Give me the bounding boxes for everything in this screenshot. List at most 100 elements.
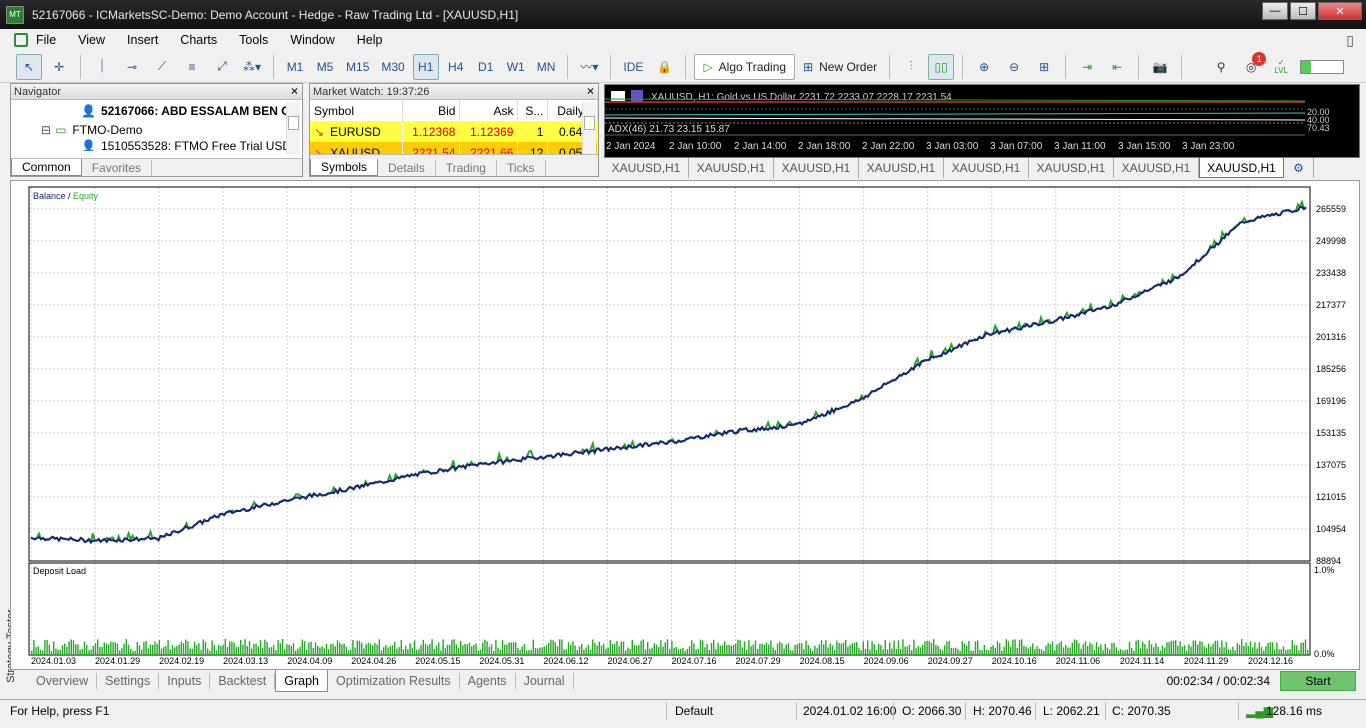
chart-tab[interactable]: XAUUSD,H1 — [859, 158, 944, 178]
screenshot-icon[interactable]: 📷 — [1152, 59, 1168, 74]
chart-shift-icon[interactable]: ⇤ — [1112, 59, 1123, 74]
start-button[interactable]: Start — [1280, 671, 1356, 691]
nav-tab-favorites[interactable]: Favorites — [82, 160, 153, 176]
menu-file[interactable]: File — [36, 33, 57, 47]
nav-account-item[interactable]: 👤 52167066: ABD ESSALAM BEN O — [81, 103, 291, 118]
navigator-close-icon[interactable]: × — [290, 84, 298, 98]
chart-settings-icon[interactable]: ⚙ — [1284, 158, 1314, 178]
market-watch-close-icon[interactable]: × — [586, 84, 594, 98]
deposit-bar — [512, 642, 515, 655]
close-button[interactable]: ✕ — [1318, 2, 1362, 20]
menu-charts[interactable]: Charts — [180, 33, 218, 47]
nav-ftmo-account-item[interactable]: 👤 1510553528: FTMO Free Trial USD — [81, 139, 292, 151]
mw-tab-symbols[interactable]: Symbols — [310, 159, 379, 176]
deposit-bar — [224, 639, 226, 655]
deposit-bar — [1159, 650, 1161, 655]
tf-mn[interactable]: MN — [536, 59, 556, 74]
chart-tab[interactable]: XAUUSD,H1 — [774, 158, 859, 178]
tf-m15[interactable]: M15 — [346, 59, 370, 74]
tf-d1[interactable]: D1 — [478, 59, 494, 74]
nav-server-item[interactable]: ⊟ ▭ FTMO-Demo — [41, 122, 143, 137]
connection-icon[interactable]: ▂▄▆ — [1246, 704, 1273, 718]
time-label: 2 Jan 18:00 — [798, 141, 851, 152]
col-symbol[interactable]: Symbol — [310, 100, 403, 121]
tf-m5[interactable]: M5 — [316, 59, 334, 74]
deposit-bar — [1102, 650, 1104, 655]
indicators-icon[interactable]: 〰▾ — [580, 60, 599, 74]
tf-m30[interactable]: M30 — [381, 59, 405, 74]
table-row[interactable]: ↘ EURUSD 1.12368 1.12369 1 0.64% — [310, 121, 598, 142]
chart-tab[interactable]: XAUUSD,H1 — [689, 158, 774, 178]
menu-view[interactable]: View — [78, 33, 106, 47]
tab-journal[interactable]: Journal — [516, 673, 574, 689]
deposit-plot-frame — [28, 562, 1311, 656]
vertical-line-icon[interactable]: ⏐ — [98, 59, 106, 73]
autoscroll-icon[interactable]: ⇥ — [1082, 59, 1093, 74]
tab-optimization-results[interactable]: Optimization Results — [328, 673, 460, 689]
menu-restore-icon[interactable]: ▯ — [1346, 31, 1354, 48]
market-watch-scrollbar[interactable] — [582, 102, 596, 154]
tile-windows-icon[interactable]: ⊞ — [1039, 59, 1050, 74]
deposit-bar — [143, 642, 145, 655]
nav-tab-common[interactable]: Common — [11, 159, 82, 176]
profile-name[interactable]: Default — [675, 704, 714, 718]
new-order-button[interactable]: ⊞ New Order — [803, 59, 878, 74]
algo-trading-button[interactable]: ▷ Algo Trading — [694, 53, 796, 80]
tab-overview[interactable]: Overview — [28, 673, 98, 689]
shapes-icon[interactable]: ⁂▾ — [243, 59, 262, 74]
tab-settings[interactable]: Settings — [97, 673, 160, 689]
horizontal-line-icon[interactable]: ⊸ — [126, 59, 138, 74]
deposit-bar — [1267, 643, 1269, 655]
menu-tools[interactable]: Tools — [239, 33, 269, 47]
deposit-bar — [739, 640, 741, 655]
deposit-bar — [917, 646, 919, 655]
chart-tab[interactable]: XAUUSD,H1 — [1114, 158, 1199, 178]
tf-m1[interactable]: M1 — [286, 59, 304, 74]
trendline-icon[interactable]: ⟋ — [157, 59, 167, 73]
crosshair-icon[interactable]: ✛ — [53, 59, 65, 74]
tab-backtest[interactable]: Backtest — [210, 673, 276, 689]
tf-w1[interactable]: W1 — [506, 59, 525, 74]
signal-icon[interactable]: ✓ LVL — [1274, 57, 1288, 75]
menu-help[interactable]: Help — [356, 33, 383, 47]
channel-icon[interactable]: ≡ — [188, 59, 196, 74]
tf-h4[interactable]: H4 — [448, 59, 464, 74]
navigator-scrollbar[interactable] — [286, 102, 300, 154]
zoom-out-icon[interactable]: ⊖ — [1009, 59, 1020, 74]
col-bid[interactable]: Bid — [402, 100, 461, 121]
minimize-button[interactable]: — — [1262, 2, 1288, 20]
mw-tab-details[interactable]: Details — [378, 160, 436, 176]
price-chart[interactable]: XAUUSD, H1: Gold vs US Dollar 2231.72 22… — [604, 84, 1360, 158]
chart-tab[interactable]: XAUUSD,H1 — [944, 158, 1029, 178]
market-lock-icon[interactable]: 🔒 — [656, 59, 672, 74]
tab-inputs[interactable]: Inputs — [159, 673, 211, 689]
deposit-bar — [543, 646, 545, 655]
zoom-in-icon[interactable]: ⊕ — [979, 59, 990, 74]
col-spread[interactable]: S... — [517, 100, 549, 121]
menu-insert[interactable]: Insert — [127, 33, 159, 47]
ide-button[interactable]: IDE — [623, 59, 644, 74]
tab-graph[interactable]: Graph — [275, 670, 329, 692]
chart-tab[interactable]: XAUUSD,H1 — [604, 158, 689, 178]
search-icon[interactable]: ⚲ — [1216, 59, 1226, 74]
notifications-icon[interactable]: ◎ 1 — [1238, 51, 1267, 80]
fibonacci-icon[interactable]: ⤢ — [217, 59, 227, 73]
mw-tab-trading[interactable]: Trading — [436, 160, 497, 176]
deposit-bar — [649, 648, 651, 655]
chart-tab-active[interactable]: XAUUSD,H1 — [1199, 158, 1284, 178]
mw-tab-ticks[interactable]: Ticks — [497, 160, 546, 176]
maximize-button[interactable]: ☐ — [1290, 2, 1316, 20]
deposit-bar — [545, 645, 548, 655]
candle-chart-icon[interactable]: ▯▯ — [928, 53, 955, 80]
tab-agents[interactable]: Agents — [460, 673, 516, 689]
chart-tab[interactable]: XAUUSD,H1 — [1029, 158, 1114, 178]
deposit-bar — [585, 647, 587, 655]
deposit-bar — [1148, 640, 1150, 655]
cursor-icon[interactable]: ↖ — [16, 53, 42, 80]
col-ask[interactable]: Ask — [459, 100, 519, 121]
bar-chart-icon[interactable]: ⫶ — [909, 59, 913, 73]
tf-h1[interactable]: H1 — [412, 53, 439, 80]
deposit-bar — [836, 640, 838, 655]
deposit-bar — [475, 643, 477, 655]
menu-window[interactable]: Window — [290, 33, 335, 47]
